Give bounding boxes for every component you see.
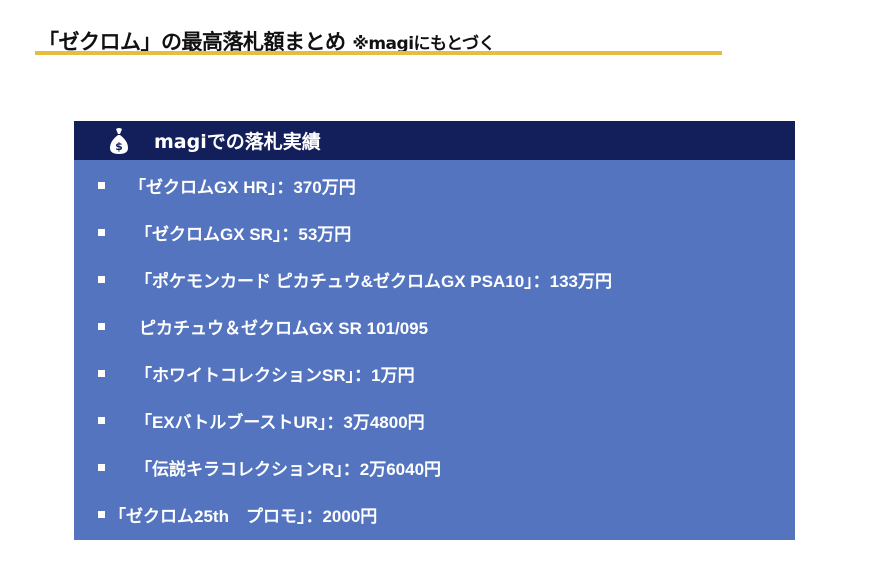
list-item: 「ポケモンカード ピカチュウ&ゼクロムGX PSA10」：133万円 [98,267,612,292]
item-text: 「ゼクロムGX SR」：53万円 [135,225,352,244]
item-text: ピカチュウ＆ゼクロムGX SR 101/095 [139,319,429,338]
list-item: 「EXバトルブーストUR」：3万4800円 [98,408,425,433]
bullet-icon [98,511,105,518]
item-text: 「ポケモンカード ピカチュウ&ゼクロムGX PSA10」：133万円 [135,272,613,291]
bullet-icon [98,417,105,424]
bullet-icon [98,276,105,283]
bullet-icon [98,229,105,236]
svg-text:$: $ [115,140,123,153]
item-text: 「ホワイトコレクションSR」：1万円 [135,366,415,385]
money-bag-icon: $ [110,127,128,154]
bullet-icon [98,182,105,189]
panel-header: $ magiでの落札実績 [74,121,795,160]
results-panel: $ magiでの落札実績 「ゼクロムGX HR」：370万円 「ゼクロムGX SR… [74,121,795,540]
title-underline [35,51,722,55]
item-text: 「EXバトルブーストUR」：3万4800円 [135,413,425,432]
bullet-icon [98,323,105,330]
title-note: ※magiにもとづく [352,34,496,54]
list-item: 「ゼクロムGX HR」：370万円 [98,173,356,198]
list-item: 「伝説キラコレクションR」：2万6040円 [98,455,441,480]
title-main: 「ゼクロム」の最高落札額まとめ [38,30,346,54]
bullet-icon [98,464,105,471]
list-item: 「ゼクロムGX SR」：53万円 [98,220,351,245]
item-text: 「ゼクロムGX HR」：370万円 [129,178,356,197]
panel-title: magiでの落札実績 [154,131,321,153]
item-text: 「ゼクロム25th プロモ」：2000円 [109,507,378,526]
list-item: ピカチュウ＆ゼクロムGX SR 101/095 [98,314,428,339]
list-item: 「ホワイトコレクションSR」：1万円 [98,361,415,386]
item-text: 「伝説キラコレクションR」：2万6040円 [135,460,442,479]
bullet-icon [98,370,105,377]
page-title: 「ゼクロム」の最高落札額まとめ ※magiにもとづく [38,26,496,56]
list-item: 「ゼクロム25th プロモ」：2000円 [98,502,377,527]
